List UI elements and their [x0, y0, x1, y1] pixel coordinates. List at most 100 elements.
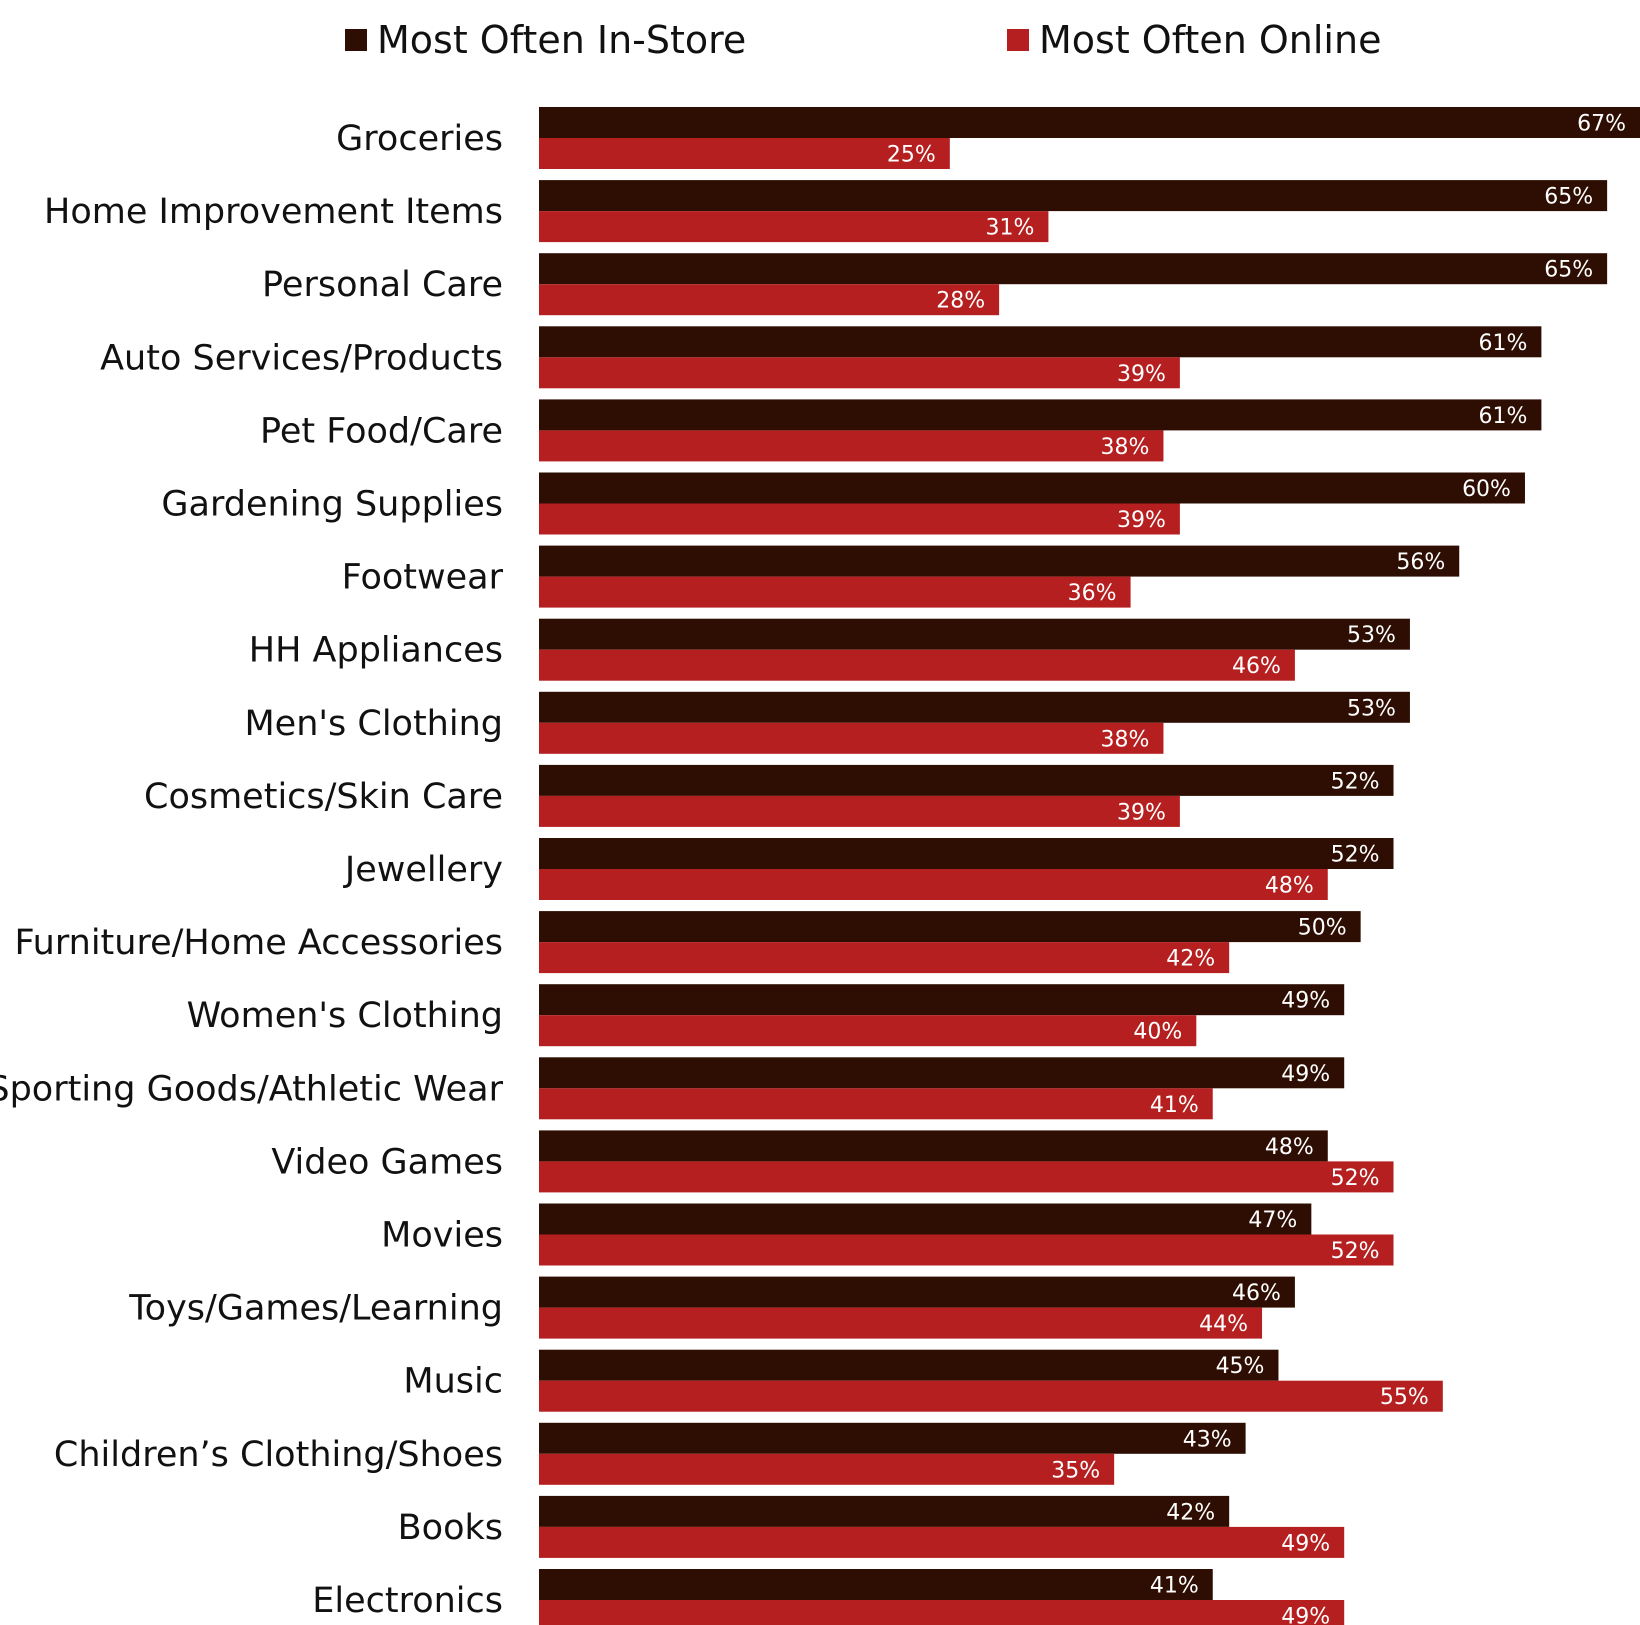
value-label-online-sporting-goods-athletic-wear: 41% [1150, 1093, 1199, 1118]
bar-in-store-jewellery [539, 838, 1394, 869]
value-label-in-store-cosmetics-skin-care: 52% [1331, 769, 1380, 794]
bar-in-store-home-improvement-items [539, 180, 1608, 212]
legend: Most Often In-Store Most Often Online [345, 18, 1381, 62]
category-label-music: Music [403, 1362, 503, 1402]
value-label-in-store-sporting-goods-athletic-wear: 49% [1281, 1062, 1330, 1087]
category-label-books: Books [398, 1508, 503, 1548]
bar-in-store-footwear [539, 545, 1460, 577]
value-label-online-children-s-clothing-shoes: 35% [1051, 1458, 1100, 1483]
bar-online-home-improvement-items [539, 211, 1049, 243]
legend-label-online: Most Often Online [1039, 18, 1381, 62]
category-label-gardening-supplies: Gardening Supplies [161, 485, 503, 525]
value-label-in-store-men-s-clothing: 53% [1347, 696, 1396, 721]
bar-in-store-men-s-clothing [539, 691, 1410, 723]
value-label-in-store-children-s-clothing-shoes: 43% [1183, 1427, 1232, 1452]
value-label-online-personal-care: 28% [936, 289, 985, 314]
value-label-online-auto-services-products: 39% [1117, 362, 1166, 387]
value-label-in-store-music: 45% [1216, 1354, 1265, 1379]
bar-in-store-gardening-supplies [539, 472, 1525, 504]
category-labels: Groceries Home Improvement Items Personal … [0, 119, 504, 1621]
bar-online-footwear [539, 576, 1131, 608]
value-label-online-jewellery: 48% [1265, 874, 1314, 899]
bar-in-store-auto-services-products [539, 326, 1542, 358]
bar-online-groceries [539, 138, 950, 169]
bar-in-store-movies [539, 1203, 1312, 1235]
value-label-online-pet-food-care: 38% [1101, 435, 1150, 460]
bar-online-auto-services-products [539, 357, 1180, 389]
value-label-in-store-video-games: 48% [1265, 1135, 1314, 1160]
category-label-cosmetics-skin-care: Cosmetics/Skin Care [144, 777, 503, 817]
value-label-online-music: 55% [1380, 1385, 1429, 1410]
value-label-online-toys-games-learning: 44% [1199, 1312, 1248, 1337]
value-label-online-women-s-clothing: 40% [1133, 1020, 1182, 1045]
value-label-online-gardening-supplies: 39% [1117, 508, 1166, 533]
bar-in-store-hh-appliances [539, 618, 1410, 650]
value-label-online-furniture-home-accessories: 42% [1166, 947, 1215, 972]
bar-online-movies [539, 1234, 1394, 1266]
bar-online-gardening-supplies [539, 503, 1180, 535]
bar-online-personal-care [539, 284, 1000, 316]
bar-online-hh-appliances [539, 649, 1295, 681]
category-label-sporting-goods-athletic-wear: Sporting Goods/Athletic Wear [0, 1069, 504, 1109]
bar-in-store-women-s-clothing [539, 984, 1345, 1016]
value-label-online-footwear: 36% [1068, 581, 1117, 606]
category-label-children-s-clothing-shoes: Children’s Clothing/Shoes [54, 1435, 503, 1475]
bar-in-store-toys-games-learning [539, 1276, 1295, 1308]
category-label-hh-appliances: HH Appliances [249, 631, 503, 671]
value-label-online-men-s-clothing: 38% [1101, 727, 1150, 752]
bar-in-store-electronics [539, 1569, 1213, 1600]
value-label-in-store-furniture-home-accessories: 50% [1298, 916, 1347, 941]
bar-online-sporting-goods-athletic-wear [539, 1088, 1213, 1120]
value-label-in-store-pet-food-care: 61% [1478, 404, 1527, 429]
category-label-movies: Movies [381, 1216, 503, 1256]
value-label-in-store-home-improvement-items: 65% [1544, 185, 1593, 210]
value-label-in-store-toys-games-learning: 46% [1232, 1281, 1281, 1306]
bar-in-store-video-games [539, 1130, 1328, 1162]
bar-in-store-pet-food-care [539, 399, 1542, 431]
legend-swatch-in-store [345, 29, 367, 51]
value-label-in-store-electronics: 41% [1150, 1574, 1199, 1599]
category-label-women-s-clothing: Women's Clothing [187, 996, 503, 1036]
value-label-in-store-jewellery: 52% [1331, 843, 1380, 868]
bar-online-jewellery [539, 869, 1328, 900]
category-label-auto-services-products: Auto Services/Products [100, 338, 503, 378]
bar-in-store-music [539, 1349, 1279, 1381]
bar-online-books [539, 1526, 1345, 1558]
category-label-footwear: Footwear [342, 558, 504, 598]
value-label-online-home-improvement-items: 31% [986, 216, 1035, 241]
value-label-online-electronics: 49% [1281, 1605, 1330, 1625]
bar-online-men-s-clothing [539, 722, 1164, 754]
bar-in-store-cosmetics-skin-care [539, 764, 1394, 796]
bar-in-store-groceries [539, 107, 1640, 138]
category-label-pet-food-care: Pet Food/Care [260, 411, 503, 451]
bar-online-video-games [539, 1161, 1394, 1193]
value-label-online-groceries: 25% [887, 143, 936, 168]
bar-in-store-sporting-goods-athletic-wear [539, 1057, 1345, 1089]
category-label-jewellery: Jewellery [343, 850, 503, 890]
category-label-furniture-home-accessories: Furniture/Home Accessories [14, 923, 503, 963]
value-label-in-store-hh-appliances: 53% [1347, 623, 1396, 648]
value-label-in-store-groceries: 67% [1577, 112, 1626, 137]
category-label-groceries: Groceries [336, 119, 503, 159]
value-label-in-store-movies: 47% [1248, 1208, 1297, 1233]
value-label-in-store-gardening-supplies: 60% [1462, 477, 1511, 502]
value-label-in-store-footwear: 56% [1396, 550, 1445, 575]
legend-label-in-store: Most Often In-Store [377, 18, 746, 62]
bar-online-children-s-clothing-shoes [539, 1453, 1115, 1485]
category-label-video-games: Video Games [271, 1142, 503, 1182]
bar-online-pet-food-care [539, 430, 1164, 462]
value-label-in-store-women-s-clothing: 49% [1281, 989, 1330, 1014]
value-label-in-store-personal-care: 65% [1544, 258, 1593, 283]
bar-online-toys-games-learning [539, 1307, 1263, 1339]
bars: 67% 25% 65% 31% 65% 28% 61% 39% 61% 38% 60% 39% 56% 3… [539, 107, 1640, 1625]
value-label-online-hh-appliances: 46% [1232, 654, 1281, 679]
value-label-in-store-books: 42% [1166, 1500, 1215, 1525]
bar-online-furniture-home-accessories [539, 942, 1230, 974]
category-label-toys-games-learning: Toys/Games/Learning [128, 1289, 503, 1329]
value-label-online-movies: 52% [1331, 1239, 1380, 1264]
bar-in-store-children-s-clothing-shoes [539, 1422, 1246, 1454]
bar-in-store-personal-care [539, 253, 1608, 285]
value-label-online-books: 49% [1281, 1531, 1330, 1556]
bar-online-electronics [539, 1600, 1345, 1625]
